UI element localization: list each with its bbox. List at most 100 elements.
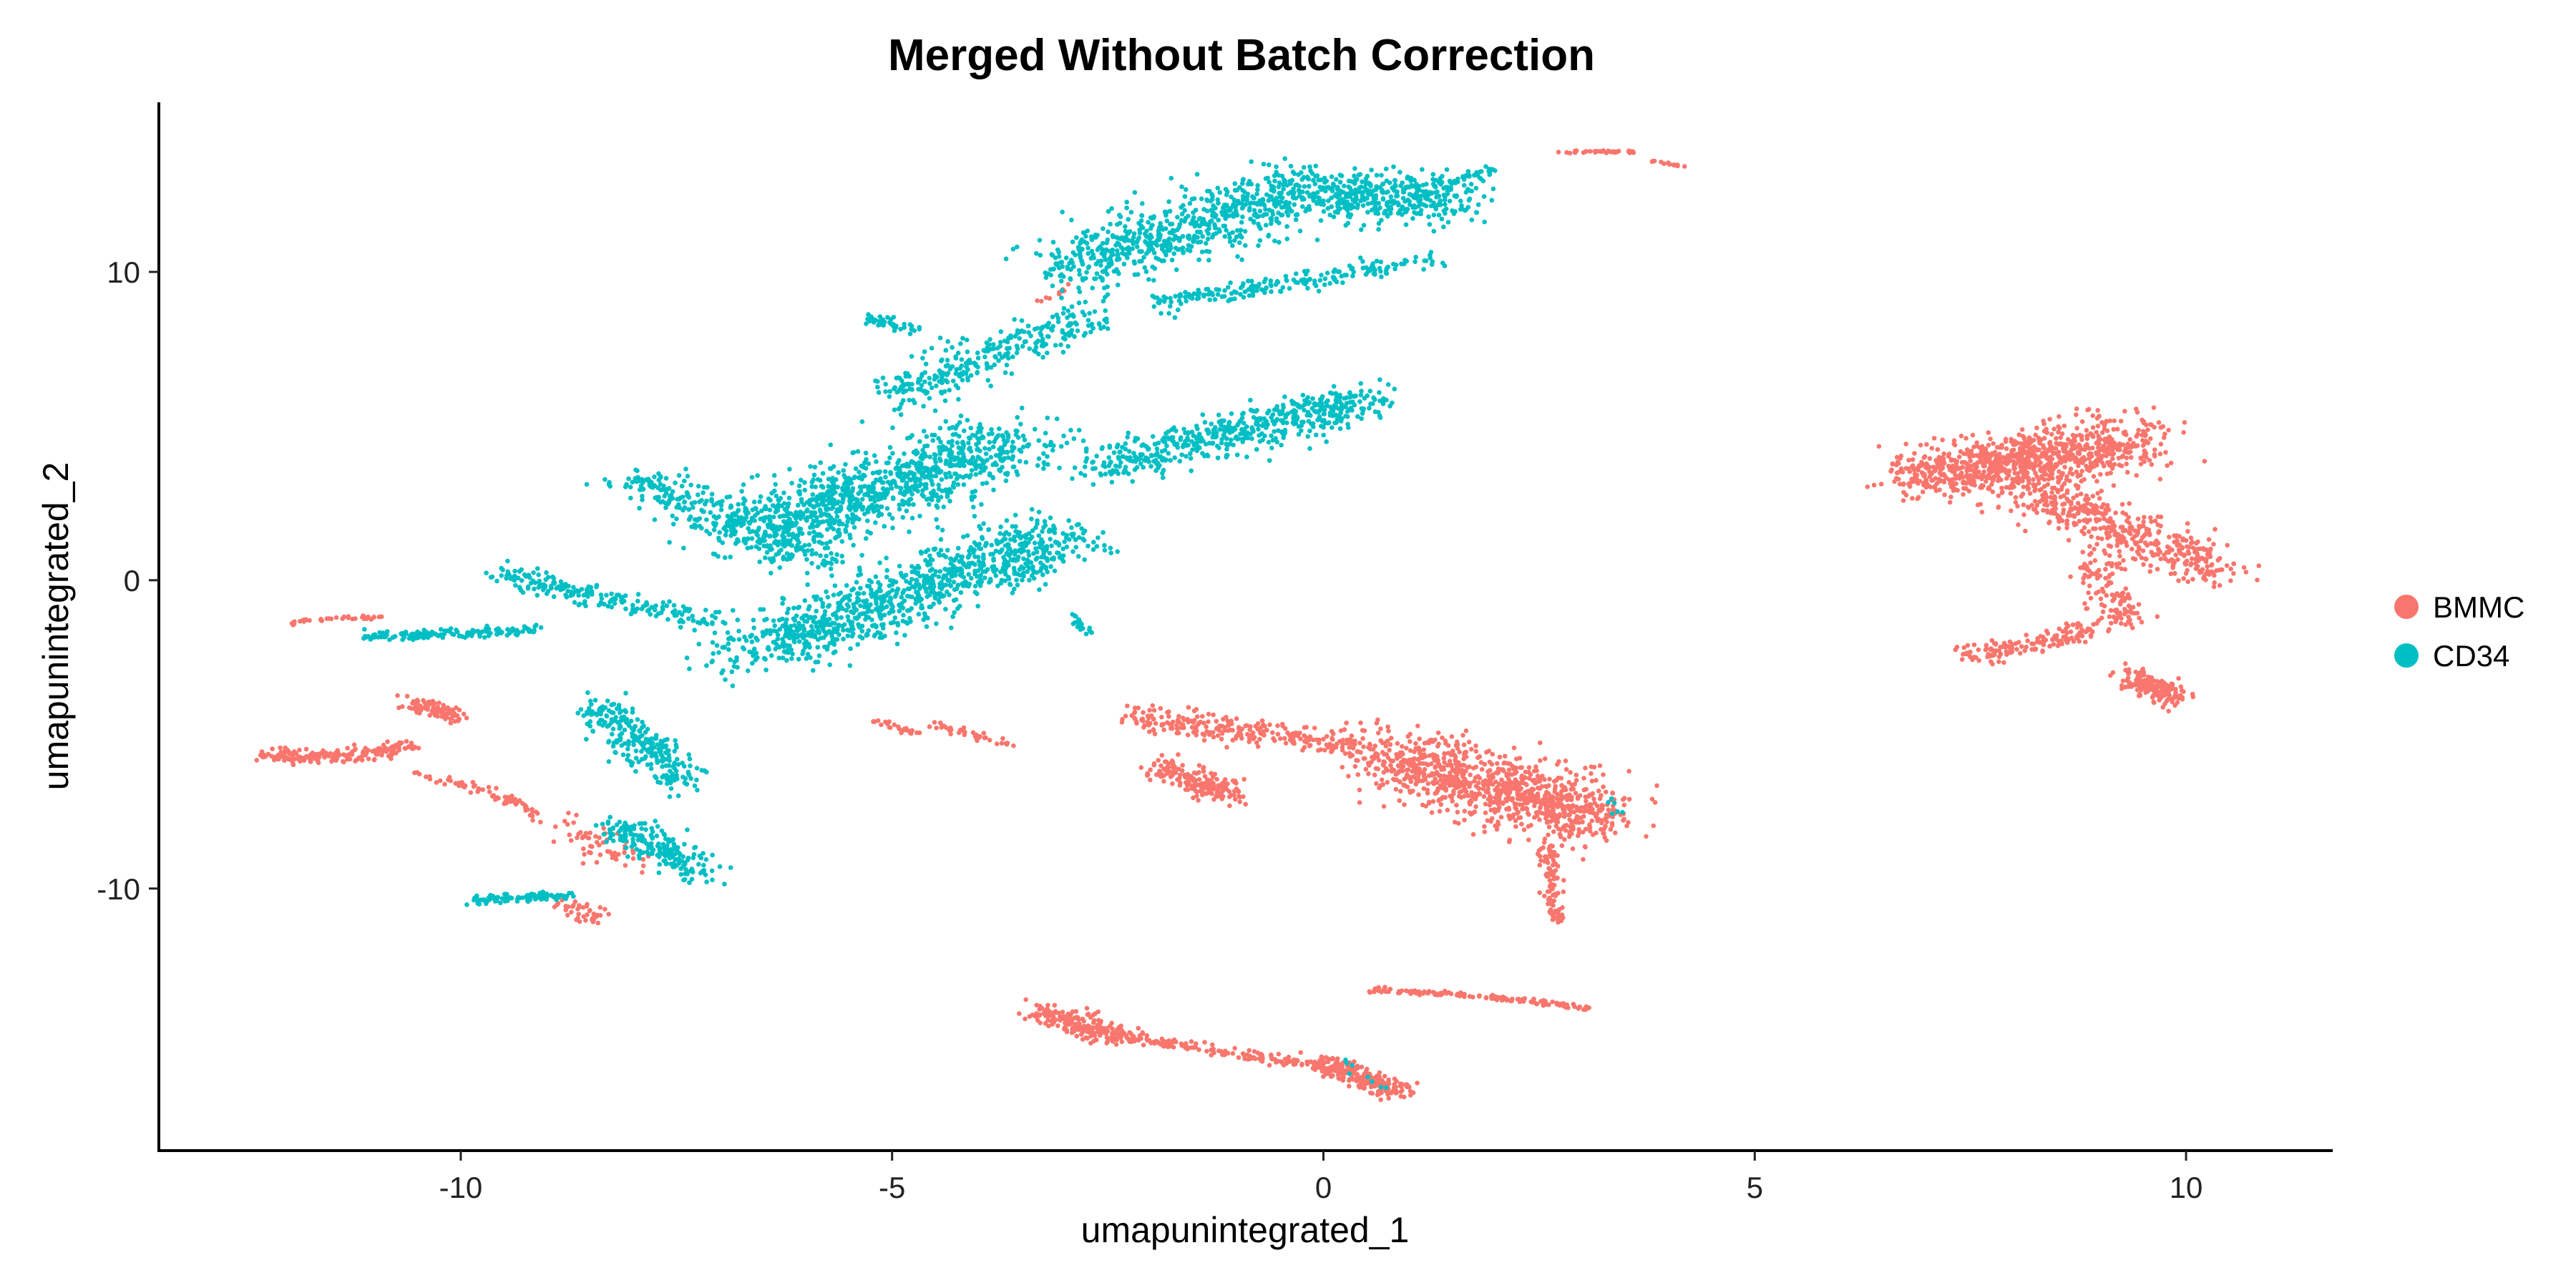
- data-point: [2047, 643, 2053, 649]
- data-point: [2256, 563, 2262, 568]
- data-point: [1385, 724, 1390, 729]
- data-point: [1330, 1056, 1335, 1062]
- data-point: [1489, 816, 1495, 821]
- data-point: [1209, 779, 1214, 784]
- data-point: [1379, 990, 1384, 995]
- data-point: [1158, 706, 1163, 711]
- data-point: [2140, 443, 2146, 448]
- data-point: [1219, 736, 1224, 742]
- data-point: [2166, 708, 2171, 714]
- data-point: [2095, 510, 2100, 515]
- data-point: [1906, 457, 1911, 463]
- data-point: [2040, 648, 2045, 653]
- data-point: [2090, 413, 2095, 419]
- data-point: [1179, 1041, 1184, 1046]
- data-point: [1550, 805, 1556, 810]
- data-point: [601, 826, 606, 831]
- data-point: [1519, 802, 1525, 808]
- data-point: [395, 693, 400, 698]
- data-point: [1073, 1009, 1079, 1014]
- data-point: [1372, 989, 1377, 995]
- data-point: [2119, 463, 2124, 469]
- data-point: [1066, 1015, 1071, 1020]
- data-point: [442, 781, 447, 787]
- data-point: [944, 725, 949, 731]
- data-point: [1579, 805, 1584, 810]
- data-point: [1574, 148, 1579, 154]
- data-point: [587, 908, 592, 914]
- data-point: [345, 746, 350, 751]
- data-point: [1073, 1021, 1079, 1027]
- data-point: [2053, 446, 2059, 451]
- data-point: [263, 753, 268, 759]
- data-point: [2127, 444, 2133, 449]
- data-point: [1355, 772, 1361, 777]
- data-point: [1507, 790, 1513, 795]
- data-point: [2046, 467, 2052, 473]
- data-point: [1621, 802, 1627, 808]
- data-point: [1608, 826, 1614, 832]
- data-point: [2148, 541, 2153, 546]
- data-point: [2110, 519, 2115, 525]
- data-point: [2107, 418, 2112, 424]
- data-point: [462, 784, 467, 790]
- data-point: [1037, 1007, 1042, 1012]
- data-point: [1953, 481, 1958, 487]
- data-point: [1990, 478, 1996, 484]
- data-point: [1206, 258, 1211, 263]
- data-point: [1499, 777, 1504, 783]
- data-point: [1918, 442, 1923, 448]
- data-point: [2060, 502, 2065, 507]
- data-point: [2015, 504, 2020, 509]
- data-point: [352, 747, 358, 753]
- data-point: [2087, 568, 2092, 574]
- data-point: [1542, 756, 1548, 761]
- data-point: [2004, 649, 2009, 654]
- data-point: [1413, 776, 1418, 781]
- data-point: [1216, 785, 1221, 791]
- data-point: [1160, 774, 1165, 779]
- data-point: [1942, 492, 1947, 497]
- data-point: [2128, 605, 2134, 611]
- data-point: [2013, 499, 2019, 505]
- data-point: [1148, 777, 1153, 783]
- data-point: [1174, 267, 1179, 273]
- data-point: [1176, 713, 1181, 719]
- data-point: [2057, 469, 2062, 474]
- data-point: [2098, 596, 2104, 602]
- data-point: [427, 713, 432, 718]
- data-point: [2129, 455, 2134, 460]
- data-point: [1210, 1042, 1215, 1048]
- data-point: [2101, 589, 2106, 595]
- data-point: [1604, 838, 1609, 843]
- data-point: [575, 835, 580, 840]
- data-point: [1537, 854, 1543, 859]
- data-point: [1252, 1049, 1257, 1054]
- data-point: [2049, 490, 2054, 495]
- data-point: [1224, 745, 1229, 750]
- data-point: [2046, 456, 2052, 461]
- data-point: [1201, 766, 1206, 771]
- data-point: [1979, 447, 1984, 452]
- data-point: [1233, 796, 1238, 802]
- data-point: [1967, 474, 1972, 479]
- data-point: [1118, 1035, 1123, 1040]
- data-point: [2058, 435, 2063, 440]
- data-point: [2056, 479, 2061, 485]
- data-point: [1395, 763, 1401, 769]
- data-point: [1558, 917, 1563, 923]
- data-point: [1200, 713, 1205, 719]
- data-point: [2044, 430, 2049, 435]
- data-point: [1387, 748, 1392, 753]
- data-point: [2175, 533, 2180, 538]
- data-point: [1981, 462, 1986, 467]
- data-point: [2039, 497, 2045, 503]
- data-point: [2167, 535, 2172, 540]
- data-point: [1938, 467, 1943, 472]
- data-point: [1947, 499, 1953, 505]
- data-point: [1992, 452, 1997, 457]
- data-point: [2209, 562, 2214, 568]
- data-point: [1180, 763, 1185, 768]
- data-point: [1996, 659, 2001, 664]
- data-point: [1330, 737, 1335, 742]
